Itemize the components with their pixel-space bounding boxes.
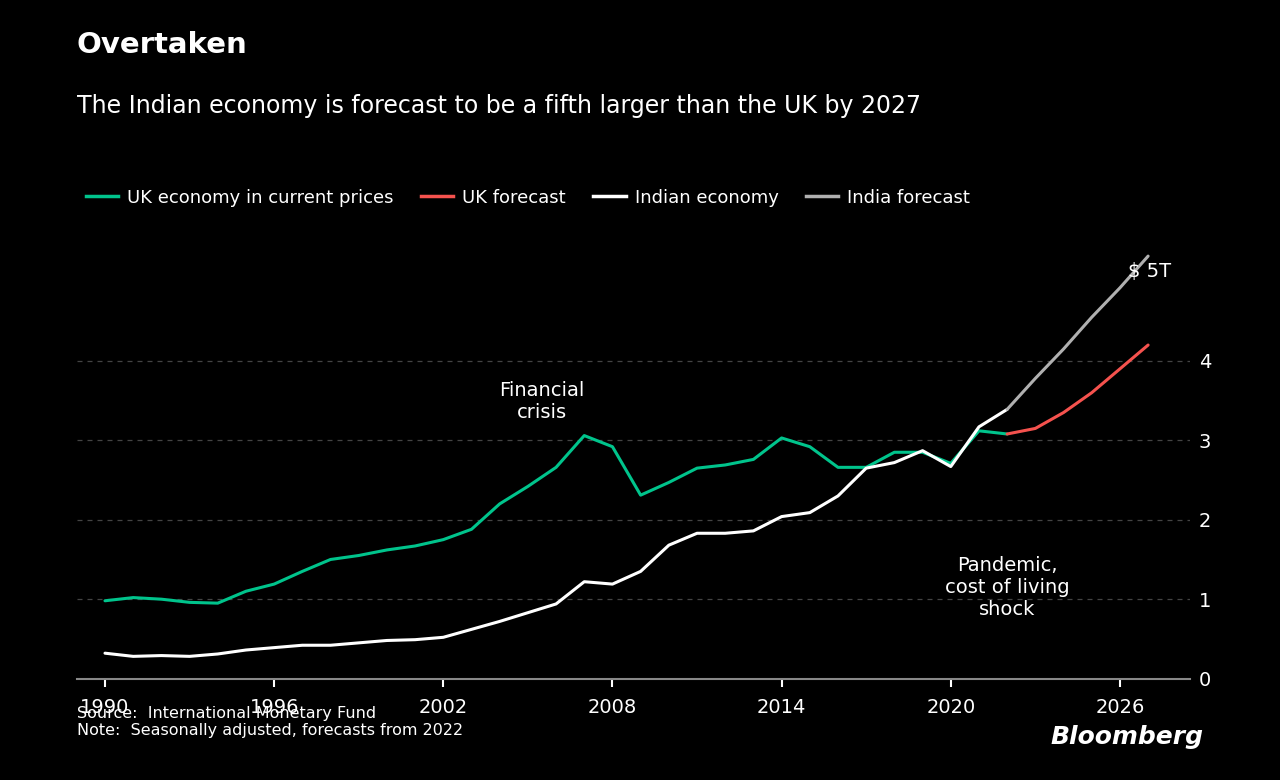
Text: $ 5T: $ 5T — [1128, 261, 1171, 281]
Text: Source:  International Monetary Fund
Note:  Seasonally adjusted, forecasts from : Source: International Monetary Fund Note… — [77, 706, 463, 739]
Text: Bloomberg: Bloomberg — [1050, 725, 1203, 749]
Text: Financial
crisis: Financial crisis — [499, 381, 585, 422]
Text: Overtaken: Overtaken — [77, 31, 247, 59]
Text: The Indian economy is forecast to be a fifth larger than the UK by 2027: The Indian economy is forecast to be a f… — [77, 94, 920, 118]
Legend: UK economy in current prices, UK forecast, Indian economy, India forecast: UK economy in current prices, UK forecas… — [86, 189, 970, 207]
Text: Pandemic,
cost of living
shock: Pandemic, cost of living shock — [945, 555, 1070, 619]
